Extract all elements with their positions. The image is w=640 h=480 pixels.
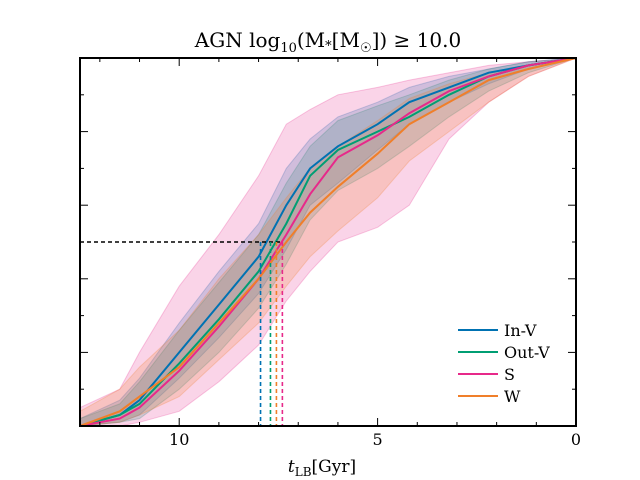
line-w [79,57,577,427]
x-axis-label: tLB[Gyr] [288,457,356,479]
line-out-v [79,57,577,427]
legend-label-in-v: In-V [504,321,537,340]
legend-label-out-v: Out-V [504,343,550,362]
chart-title: AGN log10(M*[M☉]) ≥ 10.0 [194,28,461,56]
legend-label-w: W [504,387,521,406]
x-tick-label: 5 [373,430,383,449]
confidence-bands [79,57,577,427]
band-s [79,57,577,427]
plot-frame [79,57,577,427]
x-tick-label: 0 [571,430,581,449]
line-in-v [79,57,577,427]
series-lines [79,57,577,427]
legend: In-V Out-V SW [458,321,550,406]
threshold-lines [80,241,284,426]
legend-label-s: S [504,365,515,384]
line-s [79,57,577,427]
x-tick-label: 10 [169,430,189,449]
